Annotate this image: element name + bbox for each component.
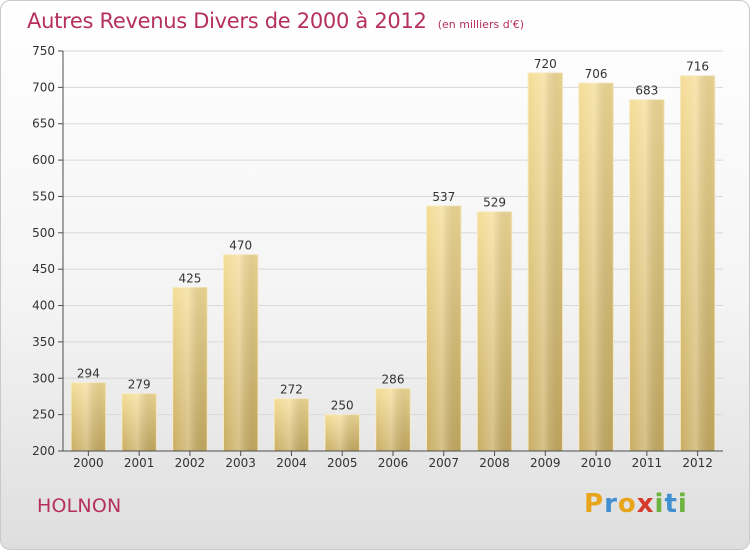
x-tick-label-2003: 2003 xyxy=(225,456,256,470)
x-tick-label-2007: 2007 xyxy=(428,456,459,470)
data-label-2000: 294 xyxy=(77,367,100,381)
bar-sheen-2001 xyxy=(121,393,157,451)
bar-sheen-2009 xyxy=(528,72,563,452)
location-label: HOLNON xyxy=(37,495,122,517)
y-tick-label: 650 xyxy=(32,117,55,131)
x-tick-label-2005: 2005 xyxy=(327,456,358,470)
x-tick-label-2001: 2001 xyxy=(124,456,155,470)
logo-letter: t xyxy=(664,489,678,519)
data-label-2010: 706 xyxy=(585,67,608,81)
bar-sheen-2004 xyxy=(274,398,309,451)
bar-sheen-2002 xyxy=(172,287,208,451)
proxiti-logo[interactable]: Proxiti xyxy=(584,489,688,519)
x-tick-label-2008: 2008 xyxy=(479,456,510,470)
y-tick-label: 750 xyxy=(32,44,55,58)
x-tick-label-2002: 2002 xyxy=(175,456,206,470)
bar-sheen-2005 xyxy=(324,414,360,451)
bar-sheen-2007 xyxy=(426,205,462,451)
y-tick-label: 500 xyxy=(32,226,55,240)
data-label-2012: 716 xyxy=(686,60,709,74)
bar-sheen-2006 xyxy=(375,388,411,451)
data-label-2006: 286 xyxy=(382,372,405,386)
data-label-2002: 425 xyxy=(178,271,201,285)
y-tick-label: 600 xyxy=(32,153,55,167)
bar-sheen-2003 xyxy=(223,254,258,451)
chart-title: Autres Revenus Divers de 2000 à 2012 xyxy=(27,9,427,33)
data-label-2003: 470 xyxy=(229,239,252,253)
y-tick-label: 200 xyxy=(32,444,55,458)
data-label-2004: 272 xyxy=(280,383,303,397)
x-tick-label-2009: 2009 xyxy=(530,456,561,470)
y-tick-label: 550 xyxy=(32,189,55,203)
data-label-2008: 529 xyxy=(483,196,506,210)
x-tick-label-2010: 2010 xyxy=(581,456,612,470)
bar-sheen-2011 xyxy=(629,99,665,452)
x-tick-label-2004: 2004 xyxy=(276,456,307,470)
chart-subtitle: (en milliers d'€) xyxy=(437,18,524,31)
data-label-2005: 250 xyxy=(331,399,354,413)
logo-letter: o xyxy=(617,489,637,519)
data-label-2001: 279 xyxy=(128,378,151,392)
x-tick-label-2000: 2000 xyxy=(73,456,104,470)
logo-letter: i xyxy=(677,489,688,519)
x-tick-label-2006: 2006 xyxy=(378,456,409,470)
y-tick-label: 400 xyxy=(32,299,55,313)
title-row: Autres Revenus Divers de 2000 à 2012 (en… xyxy=(27,9,524,33)
bar-sheen-2008 xyxy=(477,211,512,451)
data-label-2011: 683 xyxy=(635,84,658,98)
logo-letter: P xyxy=(584,489,605,519)
x-tick-label-2011: 2011 xyxy=(632,456,663,470)
y-tick-label: 250 xyxy=(32,408,55,422)
bar-sheen-2012 xyxy=(680,75,715,452)
y-tick-label: 700 xyxy=(32,80,55,94)
x-tick-label-2012: 2012 xyxy=(682,456,713,470)
y-tick-label: 450 xyxy=(32,262,55,276)
y-tick-label: 300 xyxy=(32,371,55,385)
data-label-2009: 720 xyxy=(534,57,557,71)
y-tick-label: 350 xyxy=(32,335,55,349)
data-label-2007: 537 xyxy=(432,190,455,204)
bar-sheen-2000 xyxy=(71,382,106,451)
logo-letter: x xyxy=(636,489,655,519)
bar-sheen-2010 xyxy=(578,83,614,451)
logo-letter: i xyxy=(654,489,665,519)
logo-letter: r xyxy=(604,489,618,519)
